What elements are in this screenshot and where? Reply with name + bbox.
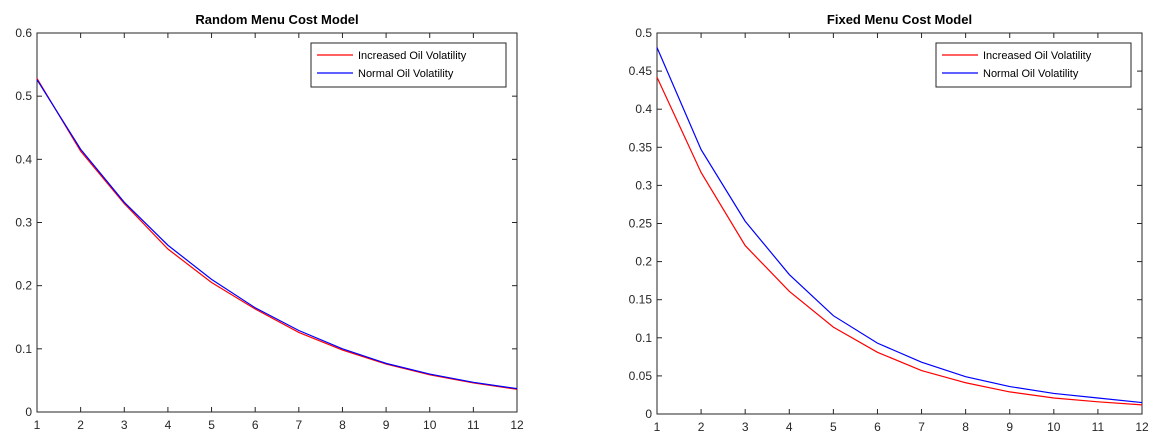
chart-1-legend-box bbox=[935, 42, 1132, 88]
chart-0-title: Random Menu Cost Model bbox=[195, 12, 358, 27]
chart-0-series-0-line bbox=[36, 78, 518, 390]
chart-1-xtick-label: 11 bbox=[1092, 420, 1105, 434]
chart-1-ytick-label: 0.5 bbox=[635, 26, 652, 40]
chart-0-xtick-label: 6 bbox=[252, 418, 259, 432]
chart-0-legend-label: Increased Oil Volatility bbox=[358, 50, 467, 62]
chart-0-xtick-label: 4 bbox=[165, 418, 172, 432]
chart-1-xtick-label: 6 bbox=[874, 420, 881, 434]
chart-1-series-0-line bbox=[656, 76, 1143, 406]
chart-0-xtick-label: 7 bbox=[295, 418, 302, 432]
chart-1-ytick-label: 0.25 bbox=[629, 217, 653, 231]
chart-1-xtick-label: 7 bbox=[918, 420, 925, 434]
chart-1-title: Fixed Menu Cost Model bbox=[827, 12, 972, 27]
chart-0-xtick-label: 9 bbox=[383, 418, 390, 432]
chart-0-axes-box bbox=[36, 32, 518, 413]
chart-0-xtick-label: 11 bbox=[467, 418, 480, 432]
chart-0-legend-label: Normal Oil Volatility bbox=[358, 68, 454, 80]
chart-1-xtick-label: 4 bbox=[786, 420, 793, 434]
chart-0-ytick-label: 0.1 bbox=[15, 342, 32, 356]
chart-1-xtick-label: 2 bbox=[698, 420, 705, 434]
chart-1-xtick-label: 9 bbox=[1006, 420, 1013, 434]
chart-0-ytick-label: 0.5 bbox=[15, 89, 32, 103]
chart-0-ytick-label: 0.4 bbox=[15, 152, 32, 166]
chart-1-ytick-label: 0 bbox=[645, 407, 652, 421]
chart-0-xtick-label: 12 bbox=[510, 418, 524, 432]
chart-1-xtick-label: 12 bbox=[1135, 420, 1149, 434]
chart-0-xtick-label: 1 bbox=[34, 418, 41, 432]
chart-1-xtick-label: 1 bbox=[654, 420, 661, 434]
chart-0-ytick-label: 0.6 bbox=[15, 26, 32, 40]
chart-1-xtick-label: 3 bbox=[742, 420, 749, 434]
chart-1-legend: Increased Oil Volatility Normal Oil Volat… bbox=[935, 42, 1132, 88]
chart-1-series-1-line bbox=[656, 47, 1143, 404]
chart-1-ytick-label: 0.1 bbox=[635, 331, 652, 345]
chart-0-legend: Increased Oil Volatility Normal Oil Volat… bbox=[310, 42, 507, 88]
chart-1-legend-label: Increased Oil Volatility bbox=[983, 50, 1092, 62]
chart-0-series-1-line bbox=[36, 79, 518, 390]
chart-1-ytick-label: 0.3 bbox=[635, 178, 652, 192]
chart-1-legend-label: Normal Oil Volatility bbox=[983, 68, 1079, 80]
chart-1-xtick-label: 5 bbox=[830, 420, 837, 434]
chart-0-ytick-label: 0.2 bbox=[15, 279, 32, 293]
chart-0-ytick-label: 0.3 bbox=[15, 216, 32, 230]
chart-0-xtick-label: 3 bbox=[121, 418, 128, 432]
chart-1-xtick-label: 8 bbox=[962, 420, 969, 434]
chart-0-xtick-label: 8 bbox=[339, 418, 346, 432]
chart-0-ytick-label: 0 bbox=[25, 405, 32, 419]
chart-0-xtick-label: 5 bbox=[208, 418, 215, 432]
chart-1-ytick-label: 0.35 bbox=[629, 140, 653, 154]
chart-0-xtick-label: 10 bbox=[423, 418, 437, 432]
chart-1-ytick-label: 0.4 bbox=[635, 102, 652, 116]
chart-1-xtick-label: 10 bbox=[1047, 420, 1061, 434]
chart-0-xtick-label: 2 bbox=[77, 418, 84, 432]
chart-1-ytick-label: 0.05 bbox=[629, 369, 653, 383]
chart-1-ytick-label: 0.15 bbox=[629, 293, 653, 307]
chart-0-legend-box bbox=[310, 42, 507, 88]
chart-1-axes-box bbox=[656, 32, 1143, 415]
chart-1-ytick-label: 0.2 bbox=[635, 255, 652, 269]
chart-1-ytick-label: 0.45 bbox=[629, 64, 653, 78]
